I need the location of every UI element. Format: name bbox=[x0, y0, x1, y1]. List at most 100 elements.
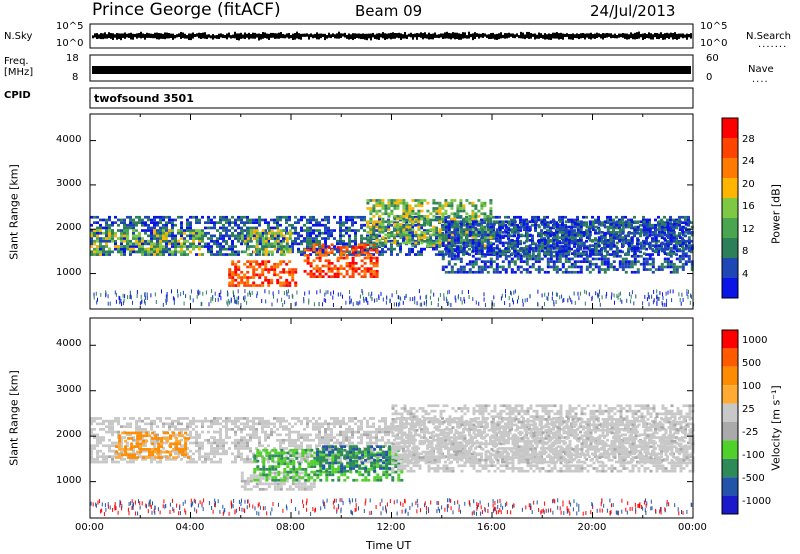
echo-cell bbox=[339, 254, 343, 257]
echo-cell bbox=[234, 221, 237, 224]
echo-cell bbox=[333, 215, 336, 219]
echo-cell bbox=[372, 264, 376, 268]
echo-cell bbox=[624, 257, 628, 261]
echo-cell bbox=[525, 250, 528, 254]
echo-cell bbox=[492, 270, 496, 274]
nsky-sample bbox=[278, 32, 280, 39]
echo-cell bbox=[546, 236, 550, 239]
echo-cell bbox=[336, 239, 339, 243]
nsky-sample bbox=[422, 33, 424, 40]
echo-cell bbox=[585, 239, 588, 243]
echo-cell bbox=[405, 223, 409, 226]
nsky-sample bbox=[632, 33, 634, 40]
echo-cell bbox=[510, 245, 513, 248]
nsky-sample bbox=[548, 33, 550, 40]
echo-cell bbox=[537, 247, 541, 250]
echo-cell bbox=[258, 231, 262, 235]
echo-cell bbox=[93, 239, 96, 243]
echo-cell bbox=[225, 425, 228, 428]
echo-cell bbox=[609, 239, 613, 242]
echo-cell bbox=[684, 218, 687, 222]
scatter-cell bbox=[150, 293, 152, 298]
scatter-cell bbox=[556, 292, 558, 297]
echo-cell bbox=[159, 239, 162, 243]
echo-cell bbox=[456, 215, 460, 218]
echo-cell bbox=[477, 265, 481, 269]
scatter-cell bbox=[447, 302, 448, 306]
echo-cell bbox=[447, 247, 450, 251]
nsky-sample bbox=[134, 33, 136, 38]
echo-cell bbox=[561, 270, 565, 274]
echo-cell bbox=[435, 215, 438, 219]
scatter-cell bbox=[404, 295, 406, 300]
scatter-cell bbox=[363, 296, 364, 301]
echo-cell bbox=[234, 278, 238, 282]
nsky-sample bbox=[556, 32, 558, 39]
echo-cell bbox=[498, 231, 502, 234]
echo-cell bbox=[399, 247, 402, 251]
echo-cell bbox=[465, 241, 469, 245]
echo-cell bbox=[153, 430, 156, 434]
echo-cell bbox=[468, 241, 472, 245]
echo-cell bbox=[357, 215, 360, 219]
echo-cell bbox=[690, 265, 694, 269]
echo-cell bbox=[576, 252, 580, 255]
echo-cell bbox=[159, 218, 162, 222]
scatter-cell bbox=[396, 290, 398, 295]
echo-cell bbox=[648, 223, 651, 227]
echo-cell bbox=[150, 245, 153, 248]
echo-cell bbox=[141, 419, 144, 423]
echo-cell bbox=[129, 226, 132, 230]
echo-cell bbox=[441, 204, 445, 208]
echo-cell bbox=[501, 241, 505, 245]
echo-cell bbox=[228, 284, 232, 287]
echo-cell bbox=[447, 233, 451, 237]
echo-cell bbox=[519, 229, 522, 232]
echo-cell bbox=[633, 215, 636, 219]
echo-cell bbox=[456, 204, 460, 208]
scatter-cell bbox=[606, 291, 608, 296]
scatter-cell bbox=[631, 290, 633, 295]
echo-cell bbox=[402, 217, 406, 221]
echo-cell bbox=[90, 239, 93, 243]
nsky-sample bbox=[266, 33, 268, 39]
echo-cell bbox=[678, 234, 681, 238]
echo-cell bbox=[444, 225, 448, 229]
echo-cell bbox=[549, 239, 553, 242]
scatter-cell bbox=[286, 292, 288, 297]
echo-cell bbox=[381, 217, 385, 221]
echo-cell bbox=[465, 244, 469, 247]
scatter-cell bbox=[144, 301, 146, 306]
echo-cell bbox=[579, 236, 583, 239]
scatter-cell bbox=[455, 298, 457, 303]
echo-cell bbox=[522, 225, 526, 229]
echo-cell bbox=[555, 250, 558, 254]
echo-cell bbox=[420, 226, 423, 230]
scatter-cell bbox=[93, 295, 95, 300]
echo-cell bbox=[144, 250, 147, 254]
nsky-sample bbox=[508, 32, 510, 38]
echo-cell bbox=[360, 270, 364, 273]
echo-cell bbox=[192, 234, 195, 238]
echo-cell bbox=[249, 221, 252, 224]
echo-cell bbox=[576, 260, 580, 263]
echo-cell bbox=[678, 249, 682, 253]
echo-cell bbox=[501, 223, 505, 226]
echo-cell bbox=[537, 249, 541, 253]
scatter-cell bbox=[123, 298, 125, 303]
echo-cell bbox=[201, 455, 204, 458]
nsky-sample bbox=[538, 32, 540, 39]
echo-cell bbox=[150, 428, 153, 431]
echo-cell bbox=[171, 242, 174, 246]
scatter-cell bbox=[405, 294, 407, 298]
echo-cell bbox=[480, 231, 484, 234]
echo-cell bbox=[198, 455, 201, 458]
echo-cell bbox=[303, 250, 306, 254]
echo-cell bbox=[201, 237, 204, 240]
nsky-sample bbox=[684, 34, 686, 38]
echo-cell bbox=[129, 223, 132, 227]
echo-cell bbox=[180, 417, 183, 420]
scatter-cell bbox=[398, 295, 400, 300]
echo-cell bbox=[528, 228, 532, 231]
echo-cell bbox=[195, 436, 198, 439]
